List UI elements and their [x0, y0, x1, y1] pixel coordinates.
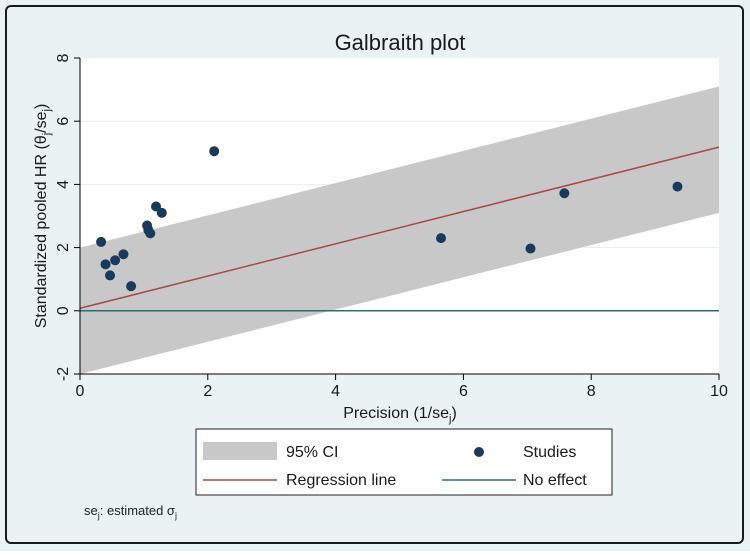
ci-band [80, 86, 719, 374]
y-axis-label: Standardized pooled HR (θj/sej) [33, 104, 53, 329]
y-tick-label: 2 [55, 243, 72, 252]
regression-line [79, 146, 720, 309]
study-point [156, 207, 167, 218]
legend: 95% CI Studies Regression line No effect [195, 428, 613, 496]
study-point [436, 233, 447, 244]
x-axis-label: Precision (1/sej) [343, 405, 457, 425]
x-ticks: 0 2 4 6 8 10 [76, 374, 728, 400]
ci-band-layer [80, 86, 719, 374]
study-point [100, 259, 111, 270]
y-ticks: -2 0 2 4 6 8 [55, 53, 80, 381]
study-point [525, 243, 536, 254]
x-tick-label: 8 [587, 383, 596, 400]
legend-label-ci: 95% CI [286, 444, 338, 461]
legend-box [195, 428, 613, 496]
x-tick-label: 6 [459, 383, 468, 400]
study-point [559, 188, 570, 199]
study-point [118, 249, 129, 260]
legend-studies-marker [474, 447, 484, 457]
study-point [672, 181, 683, 192]
legend-label-studies: Studies [523, 444, 576, 461]
study-point [110, 255, 121, 266]
y-tick-label: 8 [55, 53, 72, 62]
x-tick-label: 0 [76, 383, 85, 400]
y-tick-label: 6 [55, 117, 72, 126]
study-point [96, 236, 107, 247]
study-point [105, 270, 116, 281]
points-layer [96, 146, 683, 292]
x-tick-label: 10 [710, 383, 728, 400]
legend-label-regression: Regression line [286, 472, 396, 489]
y-tick-label: -2 [55, 367, 72, 381]
x-tick-label: 4 [331, 383, 340, 400]
legend-band-swatch [203, 442, 277, 460]
footnote: sej: estimated σj [84, 503, 177, 521]
study-point [126, 281, 137, 292]
lines-layer [79, 146, 720, 312]
legend-label-no-effect: No effect [523, 472, 587, 489]
x-tick-label: 2 [203, 383, 212, 400]
chart-title: Galbraith plot [335, 30, 466, 55]
y-tick-label: 0 [55, 306, 72, 315]
study-point [145, 228, 156, 239]
study-point [151, 201, 162, 212]
y-tick-label: 4 [55, 180, 72, 189]
study-point [209, 146, 220, 157]
